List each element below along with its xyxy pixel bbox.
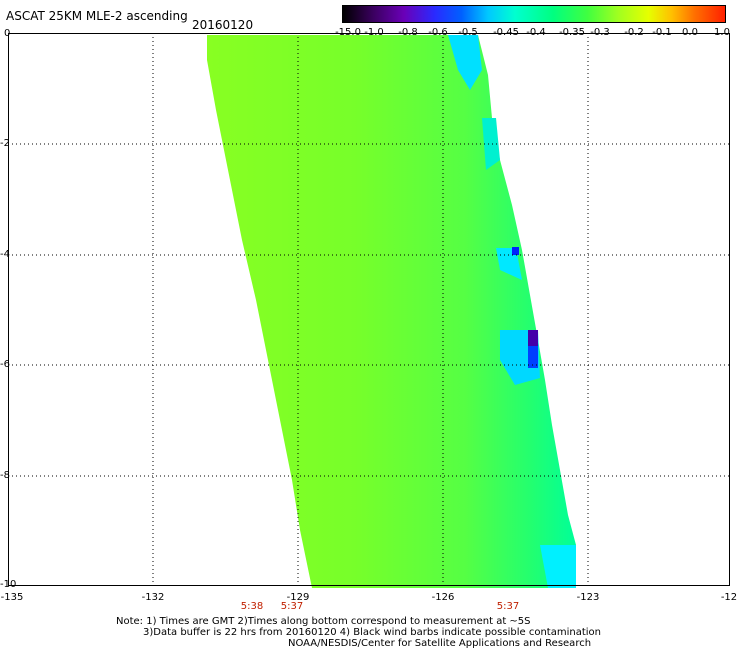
y-tick-label: -10 <box>0 579 17 590</box>
colorbar-label: -0.4 <box>526 27 546 38</box>
swath-edge-blue <box>512 247 519 255</box>
x-tick-label: -135 <box>0 592 24 603</box>
lat-gridlines <box>8 143 730 477</box>
map-title: ASCAT 25KM MLE-2 ascending <box>6 9 188 23</box>
footer-credit: NOAA/NESDIS/Center for Satellite Applica… <box>288 638 592 649</box>
x-tick-label: -12 <box>720 592 738 603</box>
time-label: 5:38 <box>240 601 264 612</box>
colorbar <box>342 5 726 23</box>
footer-note-line2: 3)Data buffer is 22 hrs from 20160120 4)… <box>143 627 601 638</box>
colorbar-label: -0.8 <box>398 27 418 38</box>
x-tick-label: -129 <box>286 592 310 603</box>
x-tick-label: -123 <box>576 592 600 603</box>
colorbar-labels: -15.0 -1.0 -0.8 -0.6 -0.5 -0.45 -0.4 -0.… <box>330 27 735 39</box>
colorbar-label: -0.5 <box>458 27 478 38</box>
colorbar-label: -0.45 <box>493 27 519 38</box>
y-tick-label: -8 <box>0 470 10 481</box>
swath-edge-cyan <box>482 118 500 170</box>
colorbar-label: -0.35 <box>559 27 585 38</box>
swath-edge-purple <box>528 330 538 346</box>
colorbar-label: -15.0 <box>335 27 361 38</box>
lon-gridlines <box>152 33 589 586</box>
swath-edge-blue <box>528 346 538 368</box>
swath-area <box>207 35 576 588</box>
y-tick-label: -2 <box>0 138 10 149</box>
swath-edge-cyan <box>540 545 576 588</box>
colorbar-label: 1.0 <box>714 27 730 38</box>
swath-edge-cyan <box>496 248 522 280</box>
colorbar-label: -0.1 <box>652 27 672 38</box>
x-tick-label: -132 <box>141 592 165 603</box>
time-label: 5:37 <box>280 601 304 612</box>
colorbar-label: -0.2 <box>624 27 644 38</box>
plot-frame <box>8 33 730 586</box>
colorbar-label: -0.3 <box>590 27 610 38</box>
swath-edge-cyan <box>448 35 482 90</box>
y-tick-label: -4 <box>0 249 10 260</box>
map-date: 20160120 <box>192 18 254 32</box>
time-label: 5:37 <box>496 601 520 612</box>
y-tick-label: -6 <box>0 359 10 370</box>
colorbar-label: -1.0 <box>364 27 384 38</box>
footer-note-line1: Note: 1) Times are GMT 2)Times along bot… <box>116 616 531 627</box>
x-tick-label: -126 <box>431 592 455 603</box>
colorbar-label: 0.0 <box>682 27 698 38</box>
colorbar-label: -0.6 <box>428 27 448 38</box>
y-tick-label: 0 <box>4 28 11 39</box>
